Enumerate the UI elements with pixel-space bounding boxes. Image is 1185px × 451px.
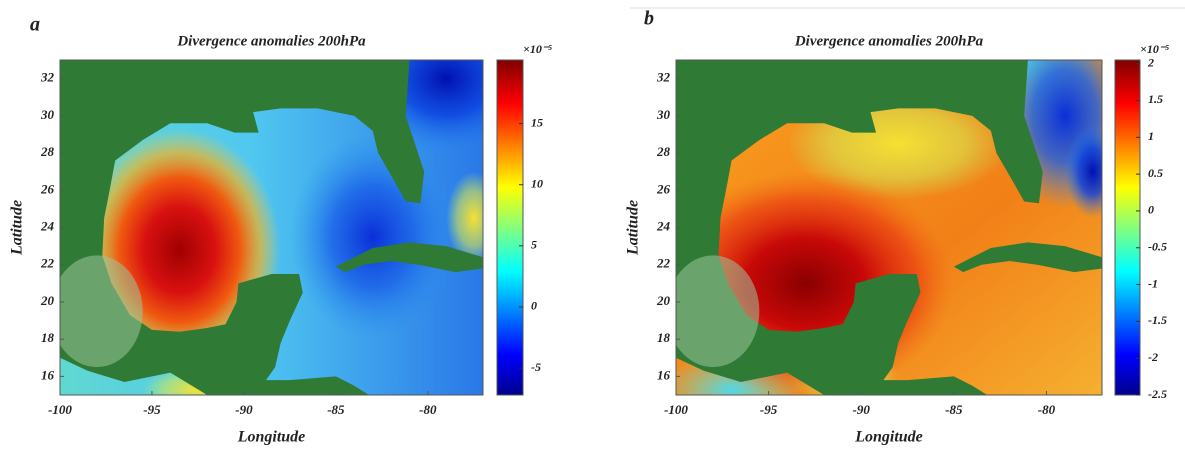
field-blob <box>290 134 456 339</box>
y-tick-label: 26 <box>40 181 55 196</box>
y-tick-label: 30 <box>40 107 55 122</box>
colorbar-tick-label: -1.5 <box>1148 313 1167 327</box>
chart-title: Divergence anomalies 200hPa <box>176 33 366 49</box>
colorbar-tick-label: 0 <box>1148 203 1154 217</box>
y-tick-label: 32 <box>40 70 55 85</box>
colorbar-tick-label: -1 <box>1148 276 1158 290</box>
y-tick-label: 24 <box>40 218 55 233</box>
colorbar-tick-label: 0.5 <box>1148 166 1163 180</box>
y-tick-label: 22 <box>656 256 671 271</box>
highlands <box>667 255 760 367</box>
map <box>657 0 1129 427</box>
colorbar-tick-label: 0 <box>531 299 537 313</box>
y-tick-label: 20 <box>40 293 55 308</box>
colorbar-tick-label: 10 <box>531 176 543 190</box>
colorbar-tick-label: 15 <box>531 115 543 129</box>
highlands <box>51 255 143 367</box>
y-tick-label: 20 <box>656 293 671 308</box>
y-tick-label: 22 <box>40 256 55 271</box>
y-tick-label: 18 <box>657 330 671 345</box>
colorbar-tick-label: -2 <box>1148 350 1158 364</box>
y-tick-label: 28 <box>656 144 671 159</box>
x-tick-label: -80 <box>1038 402 1056 417</box>
x-tick-label: -90 <box>235 402 253 417</box>
y-tick-label: 26 <box>656 181 671 196</box>
x-axis-label: Longitude <box>237 429 306 446</box>
x-axis-label: Longitude <box>854 429 923 446</box>
colorbar-tick-label: -5 <box>531 360 541 374</box>
y-tick-label: 32 <box>656 70 671 85</box>
x-tick-label: -80 <box>419 402 437 417</box>
y-axis-label: Latitude <box>625 200 642 256</box>
colorbar-label: ×10⁻⁵ <box>1140 42 1169 56</box>
colorbar-tick-label: -0.5 <box>1148 239 1167 253</box>
colorbar-label: ×10⁻⁵ <box>523 42 552 56</box>
figure: a Divergence anomalies 200hPa Longitude Lat… <box>0 0 1185 451</box>
x-tick-label: -85 <box>327 402 345 417</box>
y-tick-label: 16 <box>41 367 55 382</box>
colorbar <box>1115 60 1140 395</box>
x-tick-label: -100 <box>48 402 72 417</box>
panel-label: a <box>30 14 40 36</box>
x-tick-label: -85 <box>945 402 963 417</box>
map <box>51 4 538 412</box>
colorbar-tick-label: 2 <box>1147 55 1154 69</box>
x-tick-label: -95 <box>760 402 778 417</box>
colorbar <box>497 60 523 395</box>
y-tick-label: 28 <box>40 144 55 159</box>
colorbar-tick-label: 5 <box>531 238 537 252</box>
x-tick-label: -100 <box>664 402 688 417</box>
y-tick-label: 30 <box>656 107 671 122</box>
colorbar-tick-label: -2.5 <box>1148 387 1167 401</box>
y-tick-label: 16 <box>657 367 671 382</box>
x-tick-label: -90 <box>853 402 871 417</box>
panel-label: b <box>644 8 654 30</box>
y-axis-label: Latitude <box>9 200 26 256</box>
y-tick-label: 24 <box>656 218 671 233</box>
colorbar-tick-label: 1 <box>1148 129 1154 143</box>
chart-title: Divergence anomalies 200hPa <box>794 33 984 49</box>
colorbar-tick-label: 1.5 <box>1148 92 1163 106</box>
field-blob <box>1065 125 1121 218</box>
y-tick-label: 18 <box>41 330 55 345</box>
x-tick-label: -95 <box>143 402 161 417</box>
